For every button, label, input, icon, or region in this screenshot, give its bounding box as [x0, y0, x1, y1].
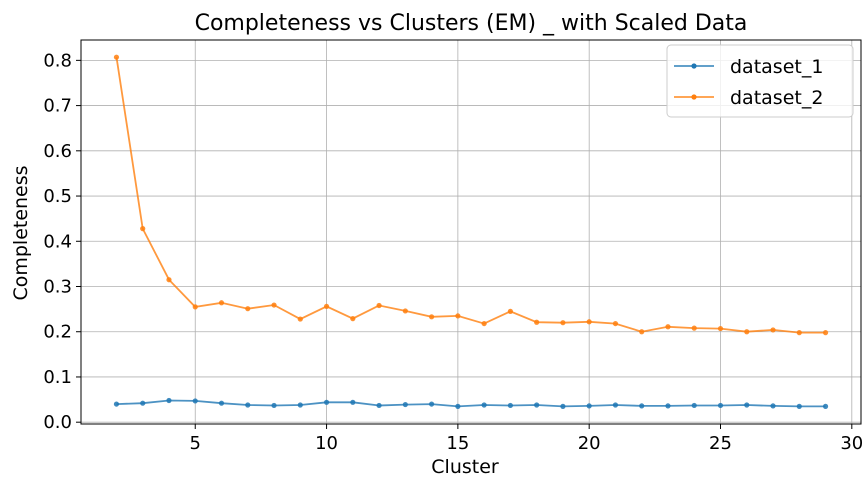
data-point [245, 306, 251, 312]
data-point [822, 330, 829, 336]
data-point [717, 325, 724, 332]
data-point [297, 402, 303, 408]
data-point [192, 398, 198, 404]
data-point [586, 403, 592, 409]
data-point [744, 329, 750, 335]
data-point [612, 320, 619, 327]
data-point [429, 401, 435, 407]
x-tick-label: 5 [190, 433, 201, 454]
x-axis-label: Cluster [431, 456, 499, 478]
data-point [218, 400, 225, 406]
data-point [507, 402, 513, 409]
data-point [481, 402, 487, 408]
y-tick-label: 0.1 [43, 367, 72, 388]
data-point [323, 399, 330, 405]
data-point [534, 319, 540, 325]
data-point [245, 402, 251, 408]
data-point [140, 226, 146, 232]
data-point [271, 302, 277, 308]
series-line [115, 57, 826, 334]
x-tick-label: 10 [315, 433, 338, 454]
data-point [770, 403, 776, 409]
x-tick-label: 25 [709, 433, 732, 454]
data-point [402, 401, 408, 408]
data-point [481, 320, 487, 327]
data-point [639, 403, 645, 409]
data-point [455, 403, 461, 409]
data-point [822, 403, 829, 409]
x-tick-label: 15 [446, 433, 469, 454]
data-point [429, 314, 435, 320]
series-dataset_1 [113, 397, 829, 409]
data-point [350, 399, 356, 405]
x-axis-ticks: 5 10 15 20 25 30 [190, 424, 863, 454]
data-point [376, 402, 382, 409]
data-point [639, 329, 645, 335]
data-point [560, 320, 566, 326]
y-tick-label: 0.2 [43, 322, 72, 343]
data-point [612, 402, 619, 408]
legend: dataset_1 dataset_2 [666, 44, 854, 118]
legend-label: dataset_1 [730, 56, 823, 78]
y-tick-label: 0.0 [43, 412, 72, 433]
legend-label: dataset_2 [730, 87, 823, 109]
data-point [166, 277, 172, 283]
data-point [376, 302, 382, 309]
y-tick-label: 0.5 [43, 186, 72, 207]
data-point [271, 402, 277, 409]
series-line [116, 399, 826, 408]
data-point [323, 303, 330, 310]
y-axis-ticks: 0.0 0.1 0.2 0.3 0.4 0.5 0.6 0.7 0.8 [43, 50, 81, 433]
y-axis-label: Completeness [10, 165, 32, 300]
y-tick-label: 0.6 [43, 141, 72, 162]
data-point [140, 400, 146, 406]
data-point [717, 402, 724, 409]
data-point [350, 316, 356, 322]
data-point [113, 401, 120, 407]
data-point [770, 327, 776, 333]
data-point [665, 403, 671, 409]
data-point [297, 316, 303, 322]
chart-title: Completeness vs Clusters (EM) _ with Sca… [195, 11, 748, 36]
y-tick-label: 0.4 [43, 231, 72, 252]
y-tick-label: 0.8 [43, 50, 72, 71]
data-point [691, 402, 697, 409]
x-tick-label: 30 [840, 433, 863, 454]
legend-marker [691, 63, 697, 69]
data-point [796, 403, 802, 409]
data-point [218, 300, 225, 306]
data-point [586, 319, 592, 325]
data-point [507, 308, 513, 314]
data-point [691, 325, 697, 331]
legend-box [666, 44, 854, 118]
plot-frame [80, 39, 862, 425]
data-point [113, 54, 120, 60]
data-point [402, 308, 408, 314]
data-point [560, 403, 566, 409]
y-tick-label: 0.3 [43, 277, 72, 298]
series-dataset_2 [113, 54, 829, 336]
data-point [534, 402, 540, 408]
data-point [192, 304, 198, 310]
legend-marker [691, 94, 697, 100]
data-point [665, 324, 671, 330]
x-tick-label: 20 [578, 433, 601, 454]
y-tick-label: 0.7 [43, 96, 72, 117]
data-point [744, 402, 750, 408]
data-point [796, 330, 802, 336]
data-point [166, 397, 172, 404]
series-layer [113, 54, 829, 409]
data-point [455, 313, 461, 319]
